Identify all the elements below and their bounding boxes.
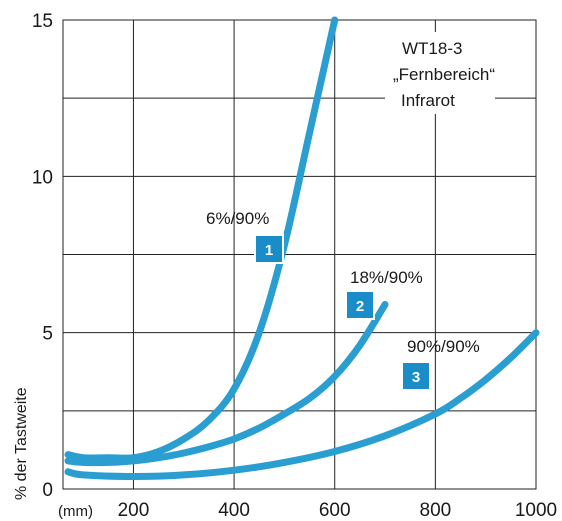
x-tick-label-400: 400 xyxy=(218,500,250,521)
y-tick-label-0: 0 xyxy=(42,480,53,501)
series-label-1: 6%/90% xyxy=(206,209,269,228)
y-ticks: 0 5 10 15 xyxy=(32,11,53,501)
y-tick-label-15: 15 xyxy=(32,11,53,32)
x-tick-label-800: 800 xyxy=(420,500,452,521)
series-badge-number-3: 3 xyxy=(412,369,420,386)
x-tick-label-600: 600 xyxy=(319,500,351,521)
series-group xyxy=(64,16,540,480)
x-tick-label-200: 200 xyxy=(118,500,150,521)
series-badge-number-1: 1 xyxy=(265,242,273,259)
x-tick-label-1000: 1000 xyxy=(515,500,557,521)
series-badge-1 xyxy=(256,236,282,262)
x-unit-label: (mm) xyxy=(58,503,93,520)
series-label-2: 18%/90% xyxy=(350,268,423,287)
series-line-3 xyxy=(64,329,540,480)
x-ticks: 200 400 600 800 1000 xyxy=(118,500,558,521)
series-line-2 xyxy=(64,301,389,467)
annotation-box xyxy=(385,32,495,114)
annotation-line-2: „Fernbereich“ xyxy=(393,65,495,84)
annotation-line-3: Infrarot xyxy=(401,91,455,110)
y-tick-label-10: 10 xyxy=(32,167,53,188)
series-badge-number-2: 2 xyxy=(356,298,364,315)
y-tick-label-5: 5 xyxy=(42,324,53,345)
series-label-3: 90%/90% xyxy=(407,337,480,356)
series-badge-2 xyxy=(347,292,373,318)
series-line-1 xyxy=(64,16,339,462)
series-labels: 6%/90% 1 18%/90% 2 90%/90% 3 xyxy=(206,209,480,391)
y-axis-label: % der Tastweite xyxy=(13,387,30,500)
annotation-line-1: WT18-3 xyxy=(402,39,462,58)
series-badge-3 xyxy=(403,363,429,389)
